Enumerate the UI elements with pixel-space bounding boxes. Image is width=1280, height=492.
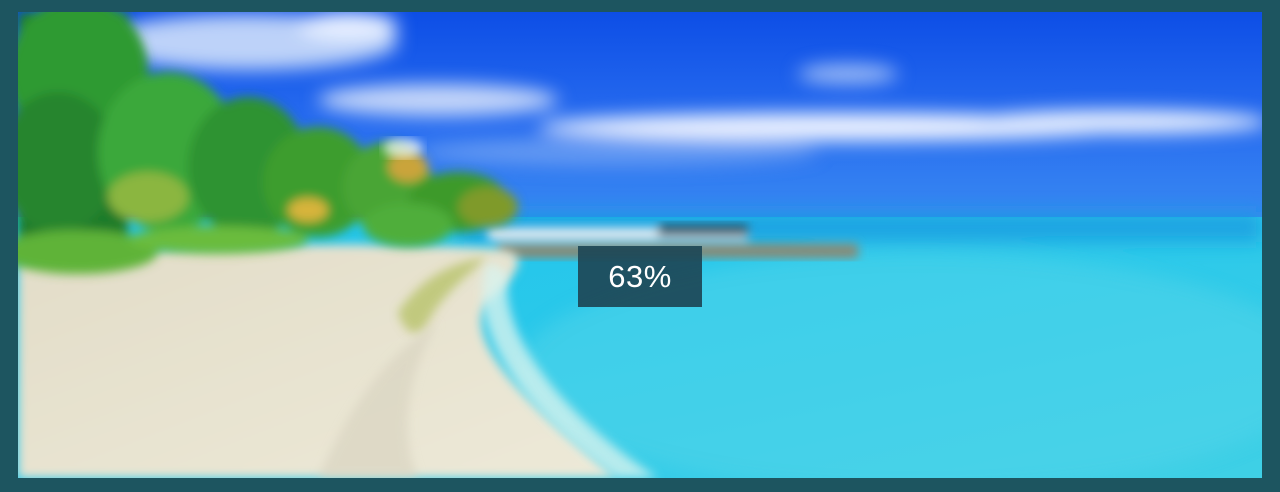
sand bbox=[18, 244, 618, 478]
beach-photo[interactable] bbox=[18, 12, 1262, 478]
zoom-level-badge: 63% bbox=[578, 246, 702, 307]
clouds bbox=[98, 12, 1262, 166]
beach-photo-graphic bbox=[18, 12, 1262, 478]
trees bbox=[18, 12, 518, 274]
